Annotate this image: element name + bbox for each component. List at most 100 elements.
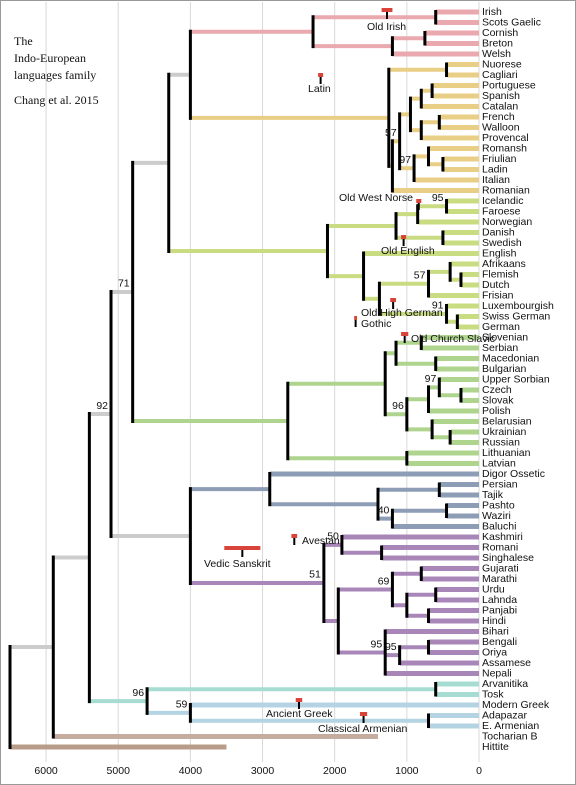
support-label: 95 (371, 638, 383, 650)
ancient-label: Old Irish (367, 21, 406, 33)
credit: Chang et al. 2015 (14, 93, 99, 107)
leaf-label: Tajik (482, 489, 504, 501)
ancient-range (295, 698, 303, 702)
ancient-label: Old Church Slavic (411, 333, 495, 345)
leaf-label: Slovenian (482, 331, 528, 343)
leaf-label: Swedish (482, 237, 522, 249)
leaf-label: Irish (482, 6, 502, 18)
leaf-label: Hittite (482, 741, 509, 753)
support-label: 40 (378, 504, 390, 516)
leaf-label: Swiss German (482, 310, 550, 322)
ancient-range (381, 8, 393, 12)
support-label: 96 (132, 687, 144, 699)
x-tick-label: 2000 (323, 765, 347, 777)
support-label: 97 (425, 373, 437, 385)
leaf-label: Pashto (482, 499, 515, 511)
title-line: Indo-European (14, 51, 86, 65)
ancient-label: Ancient Greek (266, 708, 333, 720)
leaf-label: Persian (482, 478, 518, 490)
leaf-label: Latvian (482, 457, 516, 469)
leaf-label: Baluchi (482, 520, 516, 532)
leaf-label: Flemish (482, 268, 519, 280)
ancient-range (416, 199, 422, 203)
leaf-label: Digor Ossetic (482, 468, 545, 480)
leaf-label: Bengali (482, 636, 517, 648)
support-label: 51 (309, 569, 321, 581)
leaf-label: Bulgarian (482, 363, 527, 375)
leaf-label: Upper Sorbian (482, 373, 550, 385)
leaf-label: Tocharian B (482, 730, 537, 742)
leaf-label: Arvanitika (482, 678, 528, 690)
leaf-label: Danish (482, 226, 515, 238)
support-label: 57 (414, 269, 426, 281)
x-tick-label: 0 (476, 765, 482, 777)
support-label: 95 (385, 641, 397, 653)
ancient-label: Latin (308, 83, 331, 95)
ancient-range (401, 332, 409, 336)
leaf-label: Czech (482, 384, 512, 396)
x-tick-label: 3000 (251, 765, 275, 777)
leaf-label: French (482, 111, 515, 123)
leaf-label: Scots Gaelic (482, 16, 541, 28)
ancient-range (359, 712, 368, 716)
leaf-label: German (482, 321, 520, 333)
branches (10, 9, 479, 750)
leaf-label: Gujarati (482, 562, 519, 574)
support-label: 50 (327, 531, 339, 543)
leaf-label: English (482, 247, 517, 259)
leaf-label: Romani (482, 541, 518, 553)
leaf-label: Norwegian (482, 216, 532, 228)
x-tick-label: 5000 (107, 765, 131, 777)
leaf-label: Breton (482, 37, 513, 49)
support-label: 71 (118, 278, 130, 290)
leaf-label: Dutch (482, 279, 510, 291)
leaf-label: Bihari (482, 625, 509, 637)
ancient-label: Old West Norse (339, 192, 413, 204)
leaf-label: Romansh (482, 142, 527, 154)
leaf-label: Lahnda (482, 594, 517, 606)
support-label: 57 (385, 127, 397, 139)
leaf-label: Ladin (482, 163, 508, 175)
leaf-label: E. Armenian (482, 720, 539, 732)
leaf-label: Hindi (482, 615, 506, 627)
ancient-range (390, 298, 397, 302)
ancient-label: Old English (381, 245, 435, 257)
leaf-label: Nuorese (482, 58, 522, 70)
leaf-label: Lithuanian (482, 447, 531, 459)
ancient-range (291, 534, 298, 538)
support-label: 59 (176, 699, 188, 711)
leaf-label: Assamese (482, 657, 531, 669)
support-label: 97 (399, 154, 411, 166)
grid: 6000 5000 4000 3000 2000 1000 0 (34, 2, 482, 777)
ancient-range (318, 73, 324, 77)
ancient-range (401, 235, 407, 239)
x-tick-label: 6000 (34, 765, 58, 777)
ancient-label: Avestan (302, 535, 340, 547)
leaf-label: Provencal (482, 132, 529, 144)
leaf-label: Oriya (482, 646, 507, 658)
leaf-label: Cagliari (482, 69, 518, 81)
title-line: languages family (14, 68, 96, 82)
leaf-label: Catalan (482, 100, 518, 112)
leaf-label: Faroese (482, 205, 521, 217)
x-tick-label: 4000 (179, 765, 203, 777)
leaf-label: Adapazar (482, 709, 527, 721)
leaf-label: Nepali (482, 667, 512, 679)
leaf-label: Modern Greek (482, 699, 550, 711)
nodes (8, 10, 463, 749)
leaf-label: Kashmiri (482, 531, 523, 543)
leaf-label: Friulian (482, 153, 517, 165)
leaf-label: Singhalese (482, 552, 534, 564)
support-label: 91 (432, 300, 444, 312)
leaf-label: Slovak (482, 394, 514, 406)
ancient-label: Old High German (361, 307, 443, 319)
leaf-label: Cornish (482, 27, 518, 39)
leaf-label: Russian (482, 436, 520, 448)
leaf-label: Spanish (482, 90, 520, 102)
leaf-label: Urdu (482, 583, 505, 595)
leaf-label: Tosk (482, 688, 504, 700)
leaf-label: Romanian (482, 184, 530, 196)
leaf-label: Walloon (482, 121, 520, 133)
